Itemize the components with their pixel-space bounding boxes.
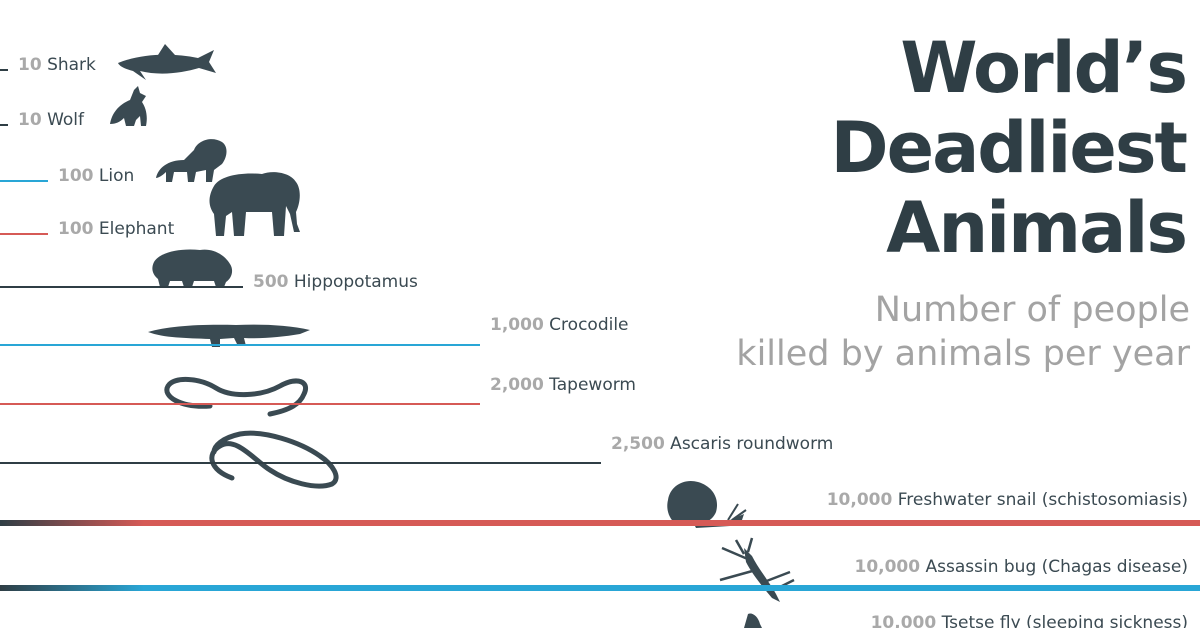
category-label: Wolf: [42, 110, 85, 130]
category-label: Lion: [94, 166, 135, 186]
shark-icon: [118, 44, 216, 80]
category-label: Tsetse fly (sleeping sickness): [936, 613, 1188, 628]
value-label: 10: [18, 55, 42, 75]
bar-lion: [0, 180, 48, 182]
title-line-2: Deadliest: [830, 107, 1188, 189]
value-label: 100: [58, 219, 94, 239]
bar-ascaris-roundworm: [0, 462, 601, 464]
tsetse-fly-icon: [744, 613, 762, 628]
value-label: 1,000: [490, 315, 544, 335]
value-label: 500: [253, 272, 289, 292]
bar-label-1: 10 Wolf: [18, 110, 85, 130]
value-label: 10,000: [854, 557, 920, 577]
bar-label-0: 10 Shark: [18, 55, 96, 75]
bar-label-8: 10,000 Freshwater snail (schistosomiasis…: [827, 490, 1188, 510]
bar-label-3: 100 Elephant: [58, 219, 175, 239]
title-line-1: World’s: [900, 27, 1188, 109]
bar-tapeworm: [0, 403, 480, 405]
category-label: Hippopotamus: [289, 272, 419, 292]
bar-wolf: [0, 124, 8, 126]
wolf-icon: [110, 86, 147, 126]
subtitle-line-2: killed by animals per year: [736, 334, 1190, 374]
bar-freshwater-snail-schistosomiasis: [0, 520, 1200, 526]
crocodile-icon: [148, 324, 310, 347]
chart-title: World’s Deadliest Animals: [830, 27, 1188, 269]
value-label: 10: [18, 110, 42, 130]
value-label: 2,500: [611, 434, 665, 454]
category-label: Crocodile: [544, 315, 629, 335]
bar-assassin-bug-chagas-disease: [0, 585, 1200, 591]
chart-subtitle: Number of people killed by animals per y…: [736, 288, 1190, 376]
tapeworm-icon: [164, 377, 308, 417]
category-label: Elephant: [94, 219, 175, 239]
bar-label-2: 100 Lion: [58, 166, 134, 186]
value-label: 2,000: [490, 375, 544, 395]
category-label: Assassin bug (Chagas disease): [920, 557, 1188, 577]
elephant-icon: [209, 172, 300, 236]
category-label: Freshwater snail (schistosomiasis): [892, 490, 1188, 510]
bar-crocodile: [0, 344, 480, 346]
roundworm-icon: [209, 430, 339, 489]
subtitle-line-1: Number of people: [874, 290, 1190, 330]
bar-label-5: 1,000 Crocodile: [490, 315, 629, 335]
bar-label-6: 2,000 Tapeworm: [490, 375, 636, 395]
lion-icon: [156, 139, 227, 182]
hippo-icon: [152, 249, 233, 287]
bar-hippopotamus: [0, 286, 243, 288]
value-label: 100: [58, 166, 94, 186]
title-line-3: Animals: [886, 187, 1188, 269]
bar-label-7: 2,500 Ascaris roundworm: [611, 434, 833, 454]
bar-label-9: 10,000 Assassin bug (Chagas disease): [854, 557, 1188, 577]
category-label: Ascaris roundworm: [665, 434, 834, 454]
assassin-bug-icon: [719, 537, 795, 602]
bar-label-4: 500 Hippopotamus: [253, 272, 418, 292]
bar-elephant: [0, 233, 48, 235]
category-label: Tapeworm: [544, 375, 636, 395]
value-label: 10,000: [827, 490, 893, 510]
value-label: 10,000: [871, 613, 937, 628]
category-label: Shark: [42, 55, 96, 75]
bar-label-10: 10,000 Tsetse fly (sleeping sickness): [871, 613, 1188, 628]
bar-shark: [0, 69, 8, 71]
